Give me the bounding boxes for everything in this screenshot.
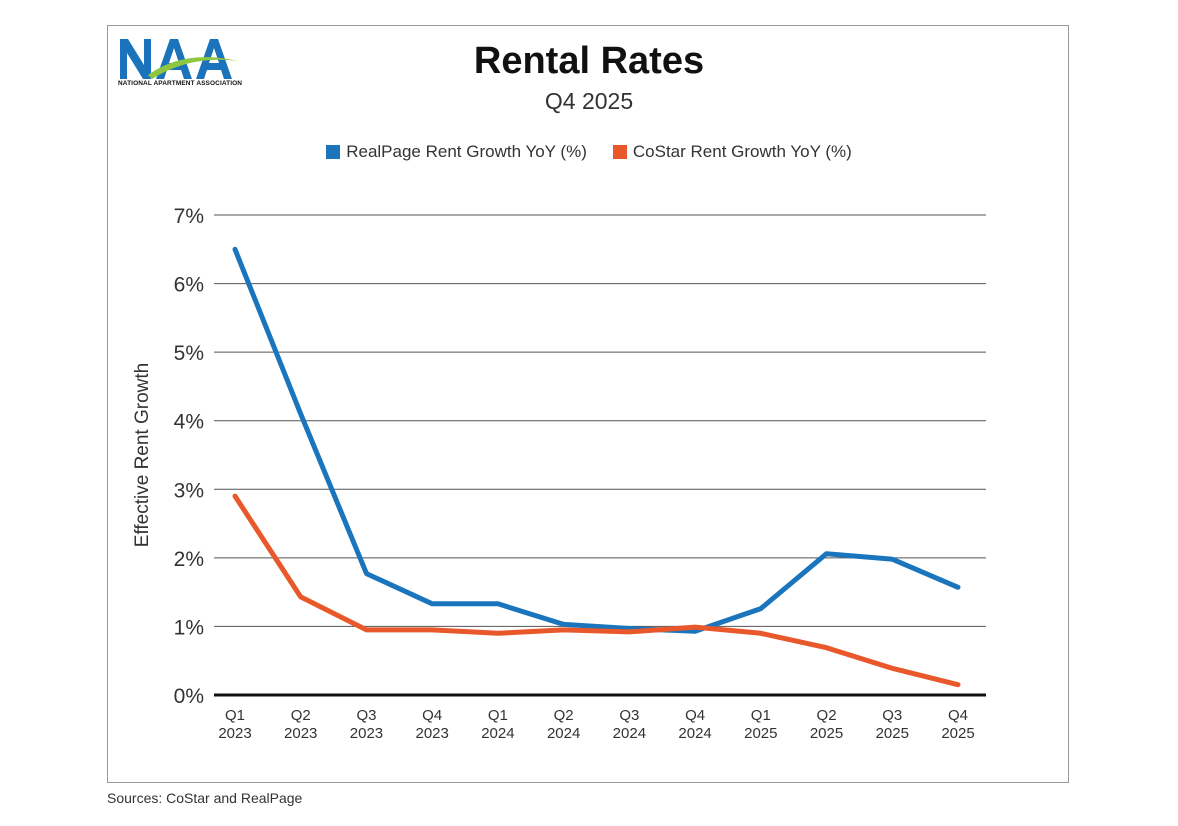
chart-legend: RealPage Rent Growth YoY (%) CoStar Rent… — [0, 142, 1178, 162]
x-tick-label-year: 2023 — [350, 725, 383, 742]
y-tick-label: 7% — [174, 205, 204, 228]
x-tick-label-year: 2025 — [744, 725, 777, 742]
legend-item-realpage[interactable]: RealPage Rent Growth YoY (%) — [326, 142, 587, 162]
y-tick-label: 1% — [174, 616, 204, 639]
chart-title: Rental Rates — [473, 40, 705, 82]
x-tick-label-quarter: Q2 — [291, 707, 311, 724]
x-tick-label-year: 2025 — [810, 725, 843, 742]
x-tick-label-year: 2025 — [941, 725, 974, 742]
y-tick-label: 2% — [174, 548, 204, 571]
logo-letter-n — [120, 39, 151, 79]
x-tick-label-year: 2023 — [415, 725, 448, 742]
legend-swatch-realpage — [326, 145, 341, 159]
y-tick-label: 5% — [174, 342, 204, 365]
x-tick-label-quarter: Q1 — [488, 707, 508, 724]
x-tick-label-quarter: Q1 — [751, 707, 771, 724]
x-tick-label-quarter: Q3 — [356, 707, 376, 724]
series-line-costar — [232, 493, 961, 688]
legend-label-costar: CoStar Rent Growth YoY (%) — [632, 142, 852, 161]
y-axis-label: Effective Rent Growth — [132, 363, 153, 547]
series-line-realpage — [232, 246, 961, 634]
x-tick-label-year: 2024 — [678, 725, 711, 742]
y-tick-label: 3% — [174, 479, 204, 502]
x-tick-label-quarter: Q4 — [685, 707, 705, 724]
x-tick-label-year: 2024 — [613, 725, 646, 742]
chart-frame — [107, 25, 1069, 783]
x-tick-label-quarter: Q4 — [948, 707, 968, 724]
legend-item-costar[interactable]: CoStar Rent Growth YoY (%) — [612, 142, 852, 162]
y-tick-label: 6% — [174, 274, 204, 297]
legend-label-realpage: RealPage Rent Growth YoY (%) — [346, 142, 587, 161]
naa-logo — [120, 39, 238, 79]
x-tick-label-quarter: Q3 — [619, 707, 639, 724]
x-tick-label-quarter: Q3 — [882, 707, 902, 724]
x-tick-label-year: 2024 — [547, 725, 580, 742]
logo-text: NATIONAL APARTMENT ASSOCIATION — [118, 80, 243, 87]
y-tick-label: 4% — [174, 411, 204, 434]
x-tick-label-year: 2023 — [218, 725, 251, 742]
x-tick-label-quarter: Q4 — [422, 707, 442, 724]
x-tick-label-quarter: Q1 — [225, 707, 245, 724]
chart-subtitle: Q4 2025 — [544, 88, 634, 114]
logo-swoosh — [148, 57, 238, 79]
x-tick-label-quarter: Q2 — [817, 707, 837, 724]
x-tick-label-year: 2024 — [481, 725, 514, 742]
x-tick-label-quarter: Q2 — [554, 707, 574, 724]
x-tick-label-year: 2023 — [284, 725, 317, 742]
x-tick-label-year: 2025 — [876, 725, 909, 742]
legend-swatch-costar — [612, 145, 627, 159]
y-tick-label: 0% — [174, 685, 204, 708]
sources-note: Sources: CoStar and RealPage — [107, 790, 303, 806]
logo-letter-a2 — [196, 39, 232, 79]
